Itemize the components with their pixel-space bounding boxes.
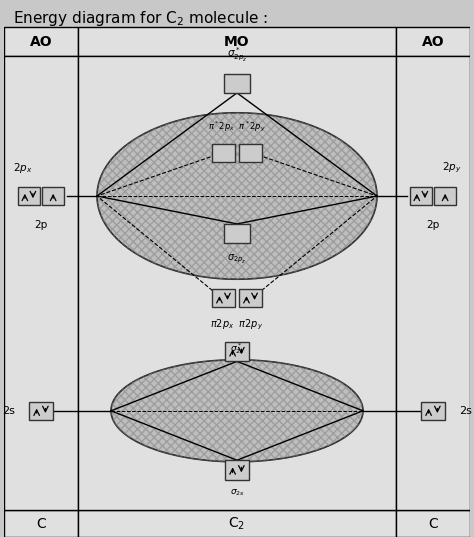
Bar [212,289,235,307]
Text: $\pi^*2p_x$  $\pi^*2p_y$: $\pi^*2p_x$ $\pi^*2p_y$ [208,120,266,134]
Text: $\sigma_{2p_z}$: $\sigma_{2p_z}$ [228,252,246,265]
Bar [421,402,445,420]
Text: AO: AO [30,34,52,49]
Bar [239,144,262,162]
Bar [4,56,78,510]
Polygon shape [111,360,363,462]
Bar [225,460,249,480]
Polygon shape [97,113,377,279]
Bar [42,187,64,205]
Text: 2$p_y$: 2$p_y$ [442,160,461,175]
Bar [225,342,249,361]
Bar [18,187,40,205]
Text: 2s: 2s [459,406,472,416]
Text: $\sigma_{2s}$: $\sigma_{2s}$ [229,488,245,498]
Bar [396,510,470,537]
Text: MO: MO [224,34,250,49]
Text: $\sigma^*_{2p_z}$: $\sigma^*_{2p_z}$ [227,45,247,63]
Text: C$_2$: C$_2$ [228,516,246,532]
Bar [396,56,470,510]
Text: AO: AO [422,34,444,49]
Text: $\sigma^*_{2s}$: $\sigma^*_{2s}$ [229,341,245,356]
Bar [78,56,396,510]
Bar [224,224,250,243]
Text: C: C [428,517,438,531]
Bar [78,510,396,537]
Text: Energy diagram for C$_2$ molecule :: Energy diagram for C$_2$ molecule : [13,9,268,28]
Text: 2p: 2p [426,220,439,230]
Text: C: C [36,517,46,531]
Text: $\pi2p_x$  $\pi2p_y$: $\pi2p_x$ $\pi2p_y$ [210,318,264,332]
Bar [410,187,432,205]
Bar [4,27,78,56]
Bar [434,187,456,205]
Bar [78,27,396,56]
Bar [396,27,470,56]
Bar [4,510,78,537]
Bar [29,402,53,420]
Bar [224,74,250,93]
Text: 2p: 2p [35,220,48,230]
Bar [239,289,262,307]
Text: 2s: 2s [2,406,15,416]
Text: 2$p_x$: 2$p_x$ [13,161,32,175]
Bar [212,144,235,162]
